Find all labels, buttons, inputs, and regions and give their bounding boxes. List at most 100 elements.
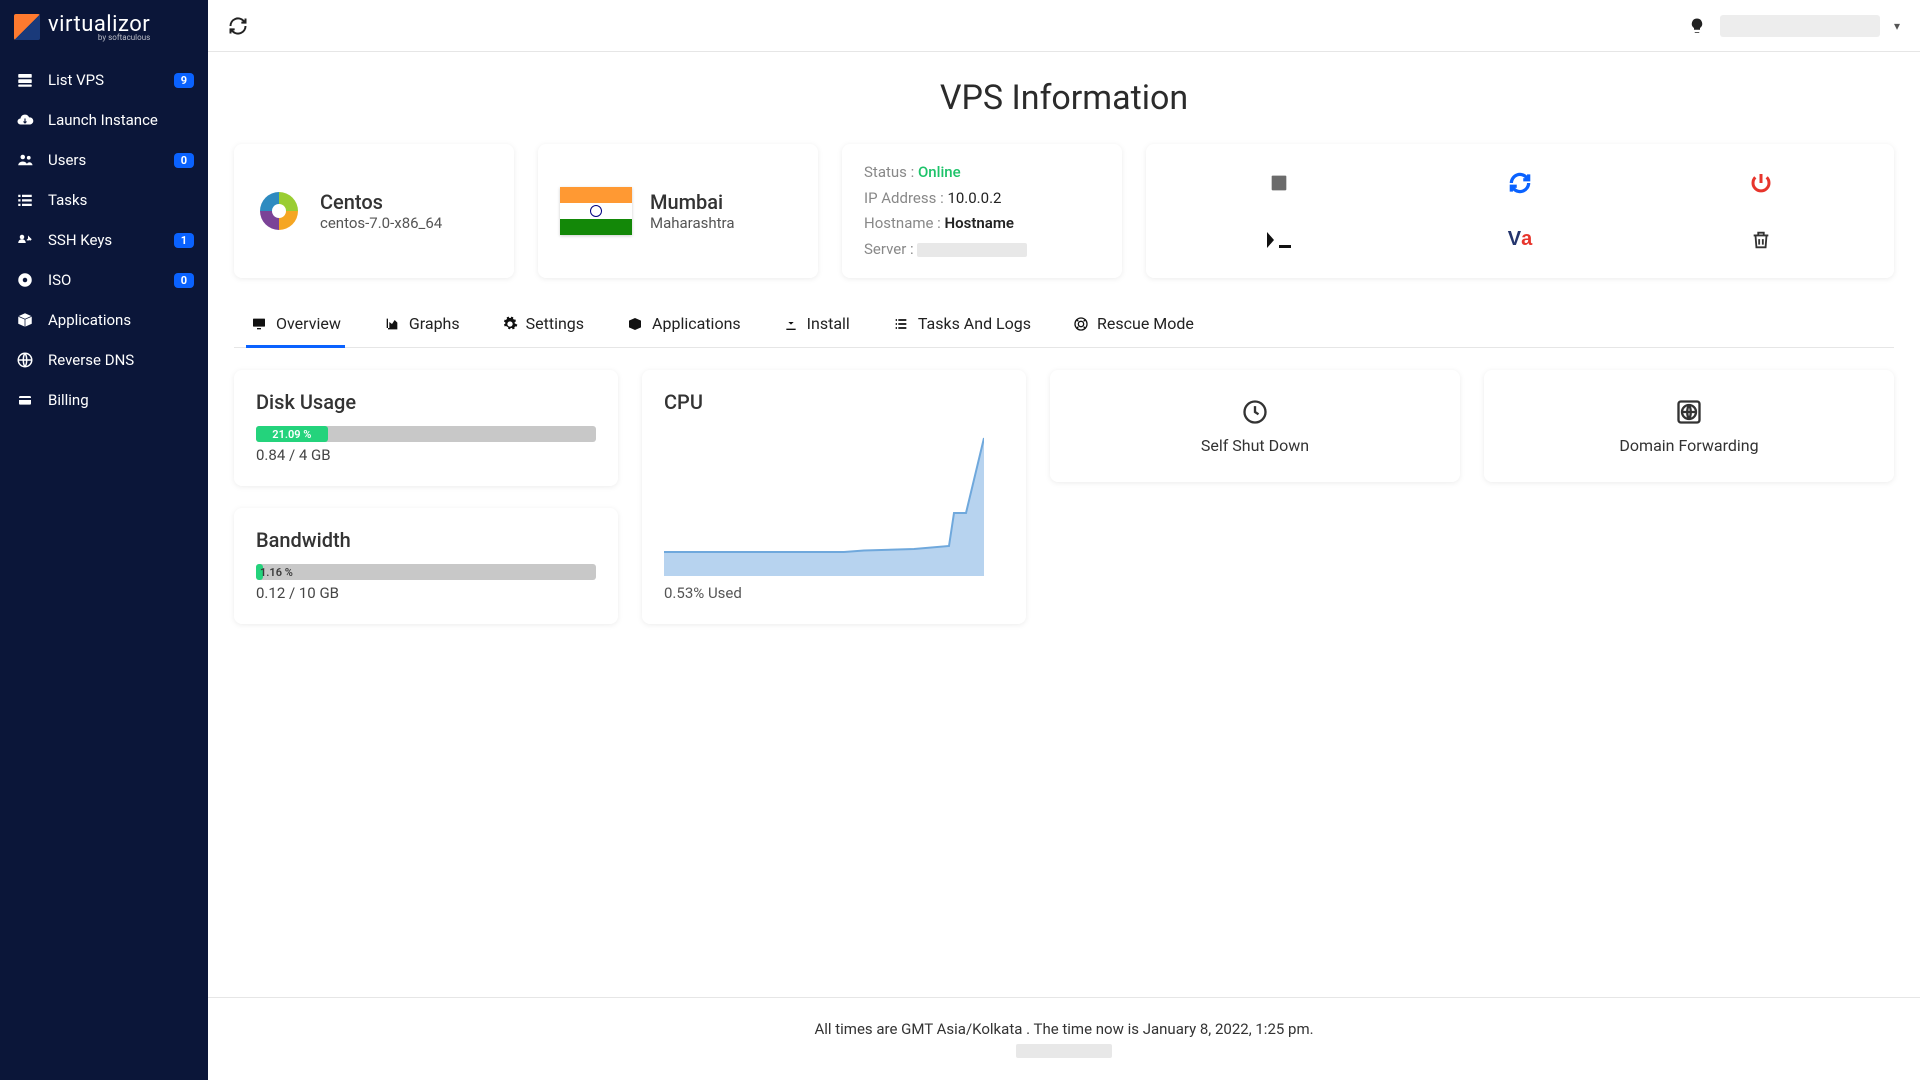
globe-box-icon bbox=[1675, 398, 1703, 426]
card-icon bbox=[14, 390, 36, 410]
cpu-chart bbox=[664, 426, 1004, 576]
sidebar-item-list-vps[interactable]: List VPS 9 bbox=[0, 60, 208, 100]
trash-icon bbox=[1750, 228, 1772, 252]
tabs: Overview Graphs Settings Applications Instal… bbox=[234, 304, 1894, 348]
cloud-icon bbox=[14, 110, 36, 130]
self-shutdown-button[interactable]: Self Shut Down bbox=[1050, 370, 1460, 482]
hint-icon[interactable] bbox=[1688, 17, 1706, 35]
tab-label: Graphs bbox=[409, 314, 460, 333]
location-city: Mumbai bbox=[650, 190, 735, 214]
sidebar-item-tasks[interactable]: Tasks bbox=[0, 180, 208, 220]
tab-applications[interactable]: Applications bbox=[622, 304, 745, 348]
disk-usage-card: Disk Usage 21.09 % 0.84 / 4 GB bbox=[234, 370, 618, 486]
clock-icon bbox=[1241, 398, 1269, 426]
globe-icon bbox=[14, 350, 36, 370]
disk-bar-fill: 21.09 % bbox=[256, 426, 328, 442]
sidebar-item-label: Users bbox=[48, 151, 174, 169]
tasks-icon bbox=[14, 190, 36, 210]
os-template: centos-7.0-x86_64 bbox=[320, 214, 442, 232]
terminal-icon bbox=[1265, 230, 1293, 250]
footer-time: All times are GMT Asia/Kolkata . The tim… bbox=[208, 1020, 1920, 1038]
sidebar-item-label: ISO bbox=[48, 271, 174, 289]
disc-icon bbox=[14, 270, 36, 290]
page-title: VPS Information bbox=[234, 78, 1894, 118]
refresh-icon bbox=[228, 16, 248, 36]
sidebar-item-billing[interactable]: Billing bbox=[0, 380, 208, 420]
sidebar-badge: 9 bbox=[174, 73, 194, 88]
domain-forwarding-label: Domain Forwarding bbox=[1619, 436, 1758, 455]
sidebar-badge: 1 bbox=[174, 233, 194, 248]
refresh-button[interactable] bbox=[228, 16, 248, 36]
tab-overview[interactable]: Overview bbox=[246, 304, 345, 348]
sidebar: virtualizor by softaculous List VPS 9 La… bbox=[0, 0, 208, 1080]
logo[interactable]: virtualizor by softaculous bbox=[0, 0, 208, 54]
tab-label: Install bbox=[807, 314, 850, 333]
monitor-icon bbox=[250, 316, 268, 332]
tab-tasks-and-logs[interactable]: Tasks And Logs bbox=[888, 304, 1035, 348]
box-icon bbox=[626, 316, 644, 332]
sidebar-badge: 0 bbox=[174, 273, 194, 288]
user-menu-caret-icon[interactable]: ▾ bbox=[1894, 19, 1900, 33]
hostname-label: Hostname : bbox=[864, 214, 945, 232]
user-menu[interactable] bbox=[1720, 15, 1880, 37]
tab-label: Tasks And Logs bbox=[918, 314, 1031, 333]
disk-percent: 21.09 % bbox=[272, 428, 311, 441]
sidebar-item-users[interactable]: Users 0 bbox=[0, 140, 208, 180]
domain-forwarding-button[interactable]: Domain Forwarding bbox=[1484, 370, 1894, 482]
restart-button[interactable] bbox=[1504, 167, 1536, 199]
os-name: Centos bbox=[320, 190, 442, 214]
sidebar-badge: 0 bbox=[174, 153, 194, 168]
sidebar-item-label: Billing bbox=[48, 391, 194, 409]
status-card: Status : Online IP Address : 10.0.0.2 Ho… bbox=[842, 144, 1122, 278]
sidebar-item-label: Reverse DNS bbox=[48, 351, 194, 369]
tab-settings[interactable]: Settings bbox=[498, 304, 588, 348]
bandwidth-card: Bandwidth 1.16 % 0.12 / 10 GB bbox=[234, 508, 618, 624]
sidebar-item-launch-instance[interactable]: Launch Instance bbox=[0, 100, 208, 140]
tab-graphs[interactable]: Graphs bbox=[379, 304, 464, 348]
flag-icon bbox=[560, 187, 632, 235]
list-icon bbox=[892, 316, 910, 332]
sidebar-item-reverse-dns[interactable]: Reverse DNS bbox=[0, 340, 208, 380]
server-icon bbox=[14, 70, 36, 90]
chart-icon bbox=[383, 316, 401, 332]
power-icon bbox=[1749, 171, 1773, 195]
os-card: Centos centos-7.0-x86_64 bbox=[234, 144, 514, 278]
sidebar-item-label: SSH Keys bbox=[48, 231, 174, 249]
status-value: Online bbox=[918, 163, 961, 181]
terminal-button[interactable] bbox=[1263, 224, 1295, 256]
sidebar-item-iso[interactable]: ISO 0 bbox=[0, 260, 208, 300]
footer: All times are GMT Asia/Kolkata . The tim… bbox=[208, 997, 1920, 1080]
tab-install[interactable]: Install bbox=[779, 304, 854, 348]
self-shutdown-label: Self Shut Down bbox=[1201, 436, 1309, 455]
sidebar-item-ssh-keys[interactable]: SSH Keys 1 bbox=[0, 220, 208, 260]
gear-icon bbox=[502, 316, 518, 332]
os-icon bbox=[256, 188, 302, 234]
box-icon bbox=[14, 310, 36, 330]
server-value-redacted bbox=[917, 243, 1027, 257]
disk-title: Disk Usage bbox=[256, 390, 596, 414]
cpu-used-label: 0.53% Used bbox=[664, 584, 1004, 602]
bandwidth-bar-fill: 1.16 % bbox=[256, 564, 263, 580]
ip-value: 10.0.0.2 bbox=[947, 189, 1001, 207]
hostname-value: Hostname bbox=[945, 214, 1014, 232]
sidebar-item-label: Tasks bbox=[48, 191, 194, 209]
topbar: ▾ bbox=[208, 0, 1920, 52]
vnc-button[interactable]: Va bbox=[1504, 224, 1536, 256]
tab-label: Settings bbox=[526, 314, 584, 333]
life-ring-icon bbox=[1073, 316, 1089, 332]
tab-rescue-mode[interactable]: Rescue Mode bbox=[1069, 304, 1198, 348]
power-button[interactable] bbox=[1745, 167, 1777, 199]
server-label: Server : bbox=[864, 240, 917, 258]
bulb-icon bbox=[1688, 17, 1706, 35]
sidebar-nav: List VPS 9 Launch Instance Users 0 Tasks… bbox=[0, 60, 208, 420]
cpu-title: CPU bbox=[664, 390, 1004, 414]
users-icon bbox=[14, 150, 36, 170]
actions-card: Va bbox=[1146, 144, 1894, 278]
ip-label: IP Address : bbox=[864, 189, 947, 207]
sidebar-item-applications[interactable]: Applications bbox=[0, 300, 208, 340]
bandwidth-used-label: 0.12 / 10 GB bbox=[256, 584, 596, 602]
delete-button[interactable] bbox=[1745, 224, 1777, 256]
stop-icon bbox=[1268, 172, 1290, 194]
stop-button[interactable] bbox=[1263, 167, 1295, 199]
sidebar-item-label: List VPS bbox=[48, 71, 174, 89]
